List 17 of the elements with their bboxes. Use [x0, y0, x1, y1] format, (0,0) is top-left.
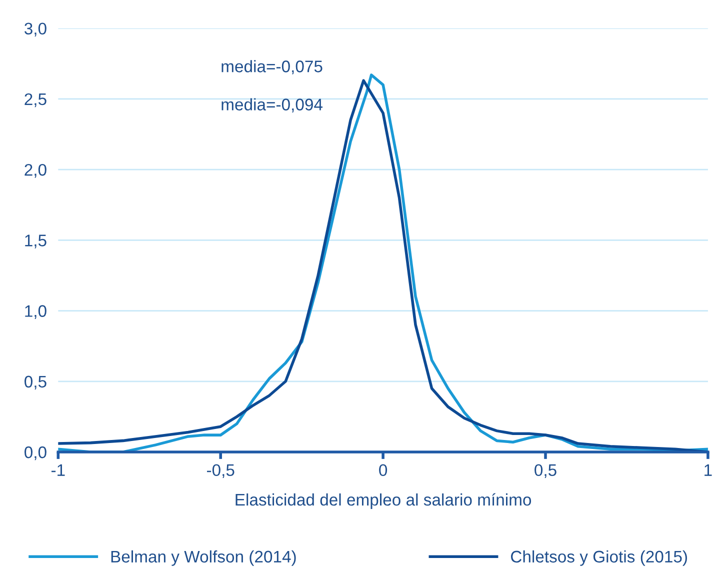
x-tick-label: -1 [51, 464, 65, 476]
y-tick-label: 0,5 [24, 376, 46, 390]
x-tick-label: 0,5 [534, 464, 556, 478]
annotation: media=-0,075 [222, 60, 322, 74]
x-axis-title: Elasticidad del empleo al salario mínimo [236, 493, 532, 509]
x-tick-label: 1 [704, 464, 712, 476]
y-tick-label: 2,0 [24, 164, 46, 178]
legend-label: Chletsos y Giotis (2015) [511, 550, 687, 566]
x-tick-label: 0 [379, 464, 388, 476]
legend-label: Belman y Wolfson (2014) [111, 550, 296, 566]
y-tick-label: 1,5 [25, 234, 46, 248]
y-tick-label: 2,5 [24, 93, 46, 108]
x-tick-label: -0,5 [206, 464, 234, 478]
y-tick-label: 0,0 [24, 446, 46, 460]
y-tick-label: 3,0 [24, 22, 46, 36]
annotation: media=-0,094 [222, 98, 322, 112]
y-tick-label: 1,0 [25, 305, 46, 319]
